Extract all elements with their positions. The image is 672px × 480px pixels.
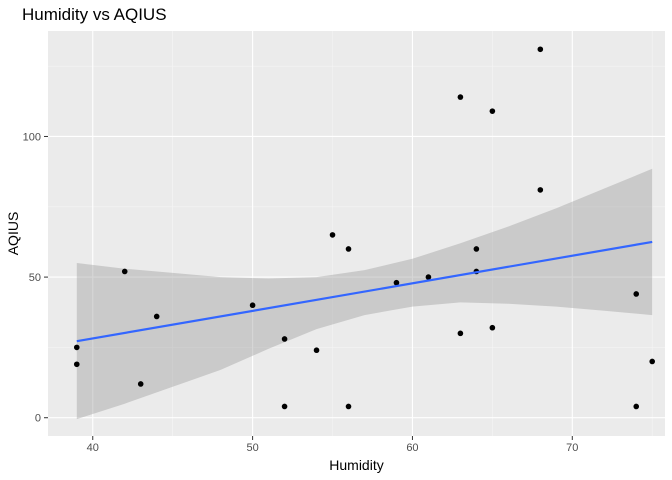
x-axis-ticks: 40 50 60 70	[87, 436, 578, 454]
y-tick-label: 100	[23, 131, 41, 143]
data-point	[489, 108, 496, 114]
data-point	[345, 403, 352, 410]
confidence-band	[76, 168, 653, 420]
data-point	[633, 403, 640, 410]
plot-panel	[48, 31, 665, 436]
data-point	[249, 302, 256, 309]
data-point	[137, 381, 144, 387]
data-point	[73, 361, 80, 368]
y-axis-ticks: 0 50 100	[23, 131, 48, 425]
x-tick-label: 70	[566, 442, 578, 454]
data-point	[121, 268, 128, 275]
data-point	[537, 187, 544, 193]
data-point	[633, 291, 640, 297]
data-point	[281, 403, 288, 410]
data-point	[281, 336, 288, 342]
data-point	[537, 46, 544, 53]
data-point	[393, 279, 400, 286]
x-tick-label: 50	[246, 442, 258, 454]
data-point	[329, 232, 336, 238]
data-point	[313, 347, 320, 354]
data-point	[425, 274, 432, 280]
data-point	[457, 330, 464, 337]
x-tick-label: 40	[87, 442, 99, 454]
data-point	[153, 313, 160, 320]
major-gridlines	[48, 31, 665, 436]
data-points	[73, 46, 656, 410]
data-point	[73, 344, 80, 351]
y-tick-label: 0	[35, 413, 41, 425]
data-point	[649, 358, 656, 365]
y-tick-label: 50	[29, 272, 41, 284]
chart-title: Humidity vs AQIUS	[22, 5, 167, 24]
data-point	[489, 324, 496, 331]
data-point	[457, 94, 464, 100]
data-point	[345, 246, 352, 252]
x-axis-title: Humidity	[329, 457, 383, 473]
trend-line	[76, 240, 653, 343]
x-tick-label: 60	[406, 442, 418, 454]
y-axis-title: AQIUS	[5, 212, 21, 256]
data-point	[473, 246, 480, 252]
